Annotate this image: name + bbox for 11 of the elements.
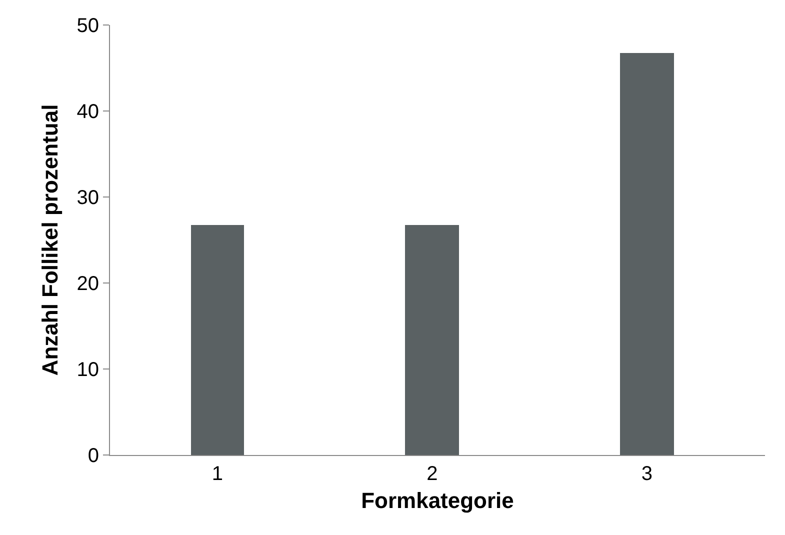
y-tick-label: 20 — [76, 273, 99, 295]
x-axis-title: Formkategorie — [361, 488, 514, 513]
x-tick-label: 3 — [641, 463, 652, 485]
y-tick-label: 50 — [76, 15, 99, 37]
y-tick-label: 30 — [76, 187, 99, 209]
y-axis-title: Anzahl Follikel prozentual — [38, 104, 63, 376]
y-tick-label: 40 — [76, 101, 99, 123]
y-tick-label: 0 — [88, 445, 99, 467]
x-tick-label: 2 — [426, 463, 438, 485]
x-tick-label: 1 — [212, 463, 223, 485]
y-tick-label: 10 — [76, 359, 99, 381]
